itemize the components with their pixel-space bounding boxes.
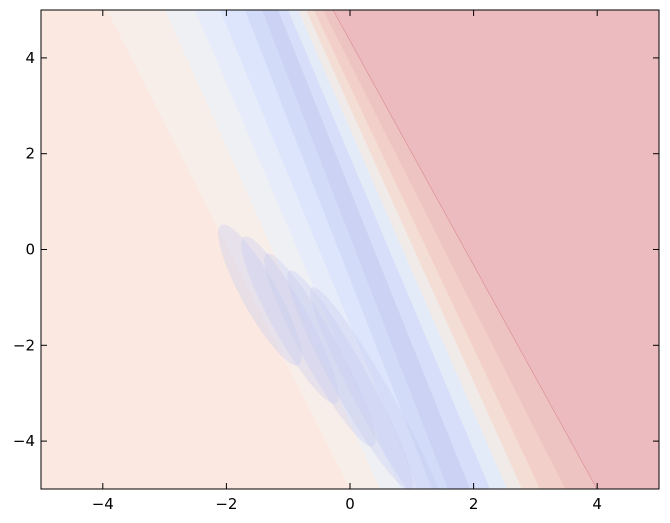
contour-ellipse <box>264 253 376 447</box>
contour-band <box>332 10 659 489</box>
contour-ellipse <box>310 287 450 489</box>
contour-ellipse <box>218 224 302 366</box>
y-tick-label: 2 <box>25 145 35 163</box>
x-tick-label: −4 <box>92 495 114 513</box>
y-tick-label: −2 <box>13 336 35 354</box>
x-tick-label: 0 <box>345 495 355 513</box>
y-tick-label: 0 <box>25 241 35 259</box>
x-tick-label: −2 <box>215 495 237 513</box>
contour-ellipse <box>287 270 413 489</box>
contour-ellipse <box>241 236 339 404</box>
x-tick-label: 2 <box>469 495 479 513</box>
contour-field <box>41 10 659 489</box>
x-tick-label: 4 <box>592 495 602 513</box>
y-tick-label: −4 <box>13 432 35 450</box>
y-tick-label: 4 <box>25 49 35 67</box>
